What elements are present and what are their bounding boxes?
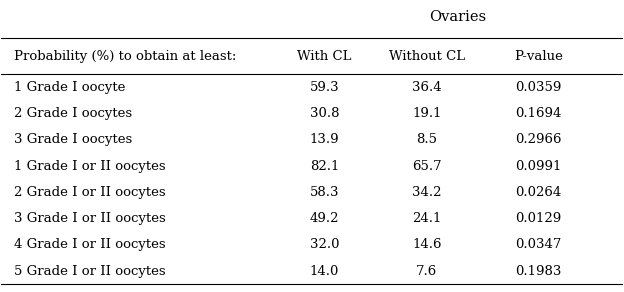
Text: 1 Grade I or II oocytes: 1 Grade I or II oocytes: [14, 160, 165, 173]
Text: 58.3: 58.3: [310, 186, 339, 199]
Text: 82.1: 82.1: [310, 160, 339, 173]
Text: 7.6: 7.6: [416, 265, 437, 278]
Text: Ovaries: Ovaries: [429, 10, 487, 24]
Text: 0.0359: 0.0359: [515, 81, 562, 94]
Text: 14.6: 14.6: [412, 238, 442, 251]
Text: 5 Grade I or II oocytes: 5 Grade I or II oocytes: [14, 265, 165, 278]
Text: 13.9: 13.9: [310, 133, 339, 146]
Text: 34.2: 34.2: [412, 186, 442, 199]
Text: 14.0: 14.0: [310, 265, 339, 278]
Text: 1 Grade I oocyte: 1 Grade I oocyte: [14, 81, 125, 94]
Text: 0.1694: 0.1694: [515, 107, 562, 120]
Text: 65.7: 65.7: [412, 160, 442, 173]
Text: 0.1983: 0.1983: [515, 265, 562, 278]
Text: Probability (%) to obtain at least:: Probability (%) to obtain at least:: [14, 50, 236, 63]
Text: 8.5: 8.5: [416, 133, 437, 146]
Text: P-value: P-value: [514, 50, 563, 63]
Text: 59.3: 59.3: [310, 81, 339, 94]
Text: 2 Grade I oocytes: 2 Grade I oocytes: [14, 107, 132, 120]
Text: With CL: With CL: [297, 50, 352, 63]
Text: 0.0264: 0.0264: [515, 186, 562, 199]
Text: Without CL: Without CL: [389, 50, 465, 63]
Text: 0.0129: 0.0129: [515, 212, 562, 225]
Text: 36.4: 36.4: [412, 81, 442, 94]
Text: 2 Grade I or II oocytes: 2 Grade I or II oocytes: [14, 186, 165, 199]
Text: 24.1: 24.1: [412, 212, 442, 225]
Text: 4 Grade I or II oocytes: 4 Grade I or II oocytes: [14, 238, 165, 251]
Text: 0.2966: 0.2966: [515, 133, 562, 146]
Text: 3 Grade I or II oocytes: 3 Grade I or II oocytes: [14, 212, 165, 225]
Text: 3 Grade I oocytes: 3 Grade I oocytes: [14, 133, 132, 146]
Text: 0.0347: 0.0347: [515, 238, 562, 251]
Text: 49.2: 49.2: [310, 212, 339, 225]
Text: 19.1: 19.1: [412, 107, 442, 120]
Text: 0.0991: 0.0991: [515, 160, 562, 173]
Text: 32.0: 32.0: [310, 238, 339, 251]
Text: 30.8: 30.8: [310, 107, 339, 120]
